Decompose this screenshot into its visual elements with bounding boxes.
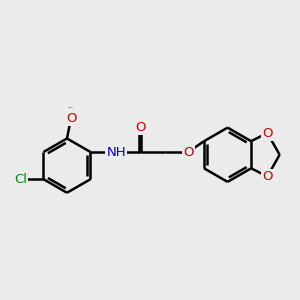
Text: O: O <box>66 112 76 124</box>
Text: O: O <box>136 121 146 134</box>
Text: Cl: Cl <box>14 173 27 186</box>
Text: methyl: methyl <box>69 106 74 108</box>
Text: O: O <box>66 112 76 124</box>
Text: O: O <box>262 127 273 140</box>
Text: NH: NH <box>106 146 126 158</box>
Text: O: O <box>183 146 194 158</box>
Text: methyl: methyl <box>69 106 74 108</box>
Text: O: O <box>262 170 273 183</box>
